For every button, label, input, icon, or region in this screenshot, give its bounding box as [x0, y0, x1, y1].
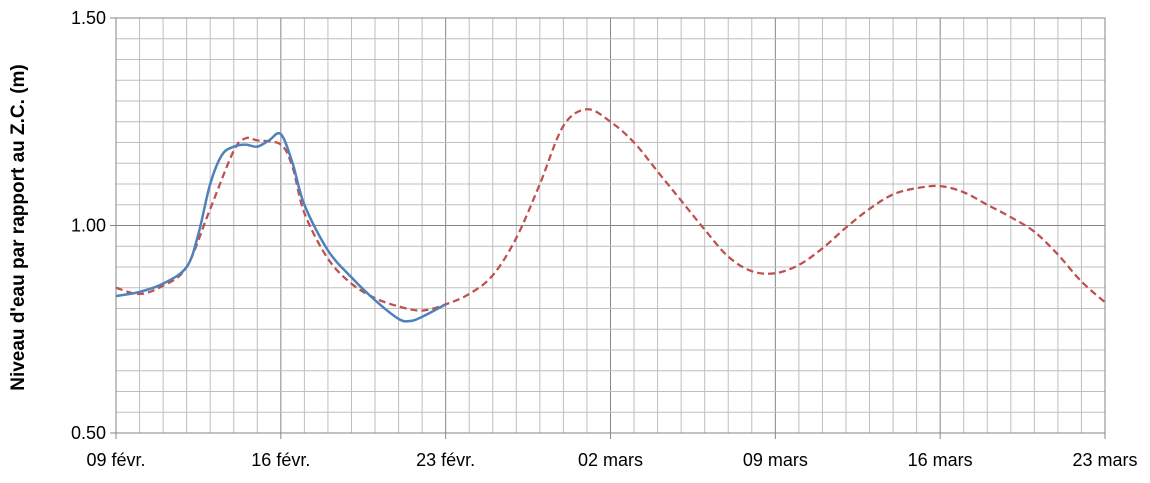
y-axis-title: Niveau d'eau par rapport au Z.C. (m) [8, 64, 29, 391]
series-line-solid [115, 132, 447, 323]
series-line-dashed [115, 108, 1106, 312]
y-tick-label: 0.50 [71, 423, 106, 443]
grid [116, 18, 1105, 433]
x-tick-label: 23 mars [1072, 450, 1137, 470]
x-tick-labels: 09 févr. 16 févr. 23 févr. 02 mars 09 mars 16… [86, 433, 1138, 470]
x-tick-label: 23 févr. [416, 450, 475, 470]
x-tick-label: 16 févr. [251, 450, 310, 470]
series [115, 108, 1106, 323]
x-tick-label: 09 févr. [86, 450, 145, 470]
x-tick-label: 02 mars [578, 450, 643, 470]
y-tick-labels: 0.50 1.00 1.50 [71, 8, 116, 443]
y-tick-label: 1.50 [71, 8, 106, 28]
x-tick-label: 09 mars [743, 450, 808, 470]
x-tick-label: 16 mars [908, 450, 973, 470]
y-tick-label: 1.00 [71, 216, 106, 236]
